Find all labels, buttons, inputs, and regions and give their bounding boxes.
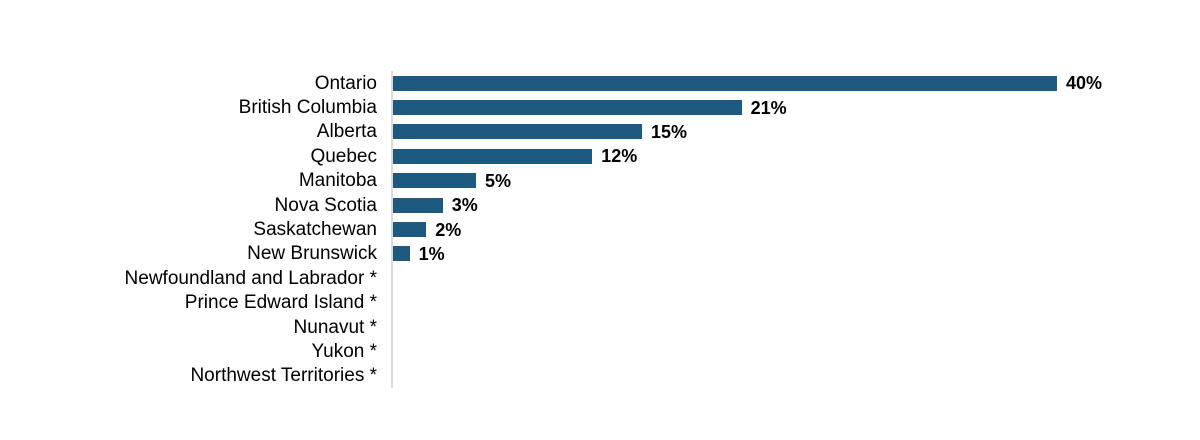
chart-row: Nova Scotia 3% (0, 192, 1200, 218)
category-label: Saskatchewan (253, 219, 377, 241)
bar (393, 75, 1057, 91)
chart-row: Northwest Territories * (0, 363, 1200, 389)
value-label: 1% (418, 243, 445, 264)
bar (393, 222, 427, 238)
plot-area: 40% (391, 71, 1200, 96)
plot-area (391, 363, 1200, 389)
bar (393, 173, 476, 189)
bar (393, 100, 742, 116)
chart-row: Ontario 40% (0, 71, 1200, 96)
chart-row: Quebec 12% (0, 144, 1200, 169)
plot-area: 5% (391, 168, 1200, 193)
plot-area: 21% (391, 95, 1200, 120)
chart-row: Alberta 15% (0, 119, 1200, 145)
category-label: Northwest Territories * (190, 365, 377, 387)
category-label: Prince Edward Island * (184, 292, 377, 314)
plot-area: 2% (391, 217, 1200, 242)
category-label: New Brunswick (247, 243, 377, 265)
bar (393, 124, 642, 140)
value-label: 2% (435, 219, 462, 240)
plot-area (391, 290, 1200, 315)
chart-row: New Brunswick 1% (0, 241, 1200, 267)
value-label: 12% (601, 146, 638, 167)
category-label: Alberta (316, 121, 377, 143)
plot-area: 15% (391, 119, 1200, 145)
bar-chart: Ontario 40% British Columbia 21% Alberta 15% Q… (0, 71, 1200, 389)
chart-row: Prince Edward Island * (0, 290, 1200, 315)
chart-row: British Columbia 21% (0, 95, 1200, 120)
category-label: Nova Scotia (274, 194, 377, 216)
chart-row: Saskatchewan 2% (0, 217, 1200, 242)
chart-row: Yukon * (0, 339, 1200, 364)
chart-row: Nunavut * (0, 314, 1200, 340)
category-label: Manitoba (298, 170, 377, 192)
plot-area (391, 314, 1200, 340)
plot-area (391, 266, 1200, 291)
value-label: 3% (451, 195, 478, 216)
bar (393, 246, 410, 262)
value-label: 5% (485, 170, 512, 191)
bar (393, 197, 443, 213)
plot-area: 1% (391, 241, 1200, 267)
category-label: Yukon * (311, 340, 378, 362)
category-label: Quebec (310, 145, 377, 167)
category-label: Newfoundland and Labrador * (124, 267, 377, 289)
value-label: 40% (1066, 73, 1103, 94)
value-label: 21% (750, 97, 787, 118)
plot-area: 3% (391, 192, 1200, 218)
category-label: Ontario (314, 72, 377, 94)
chart-row: Newfoundland and Labrador * (0, 266, 1200, 291)
plot-area (391, 339, 1200, 364)
category-label: British Columbia (238, 97, 377, 119)
bar (393, 148, 593, 164)
category-label: Nunavut * (293, 316, 377, 338)
chart-row: Manitoba 5% (0, 168, 1200, 193)
plot-area: 12% (391, 144, 1200, 169)
value-label: 15% (651, 121, 688, 142)
